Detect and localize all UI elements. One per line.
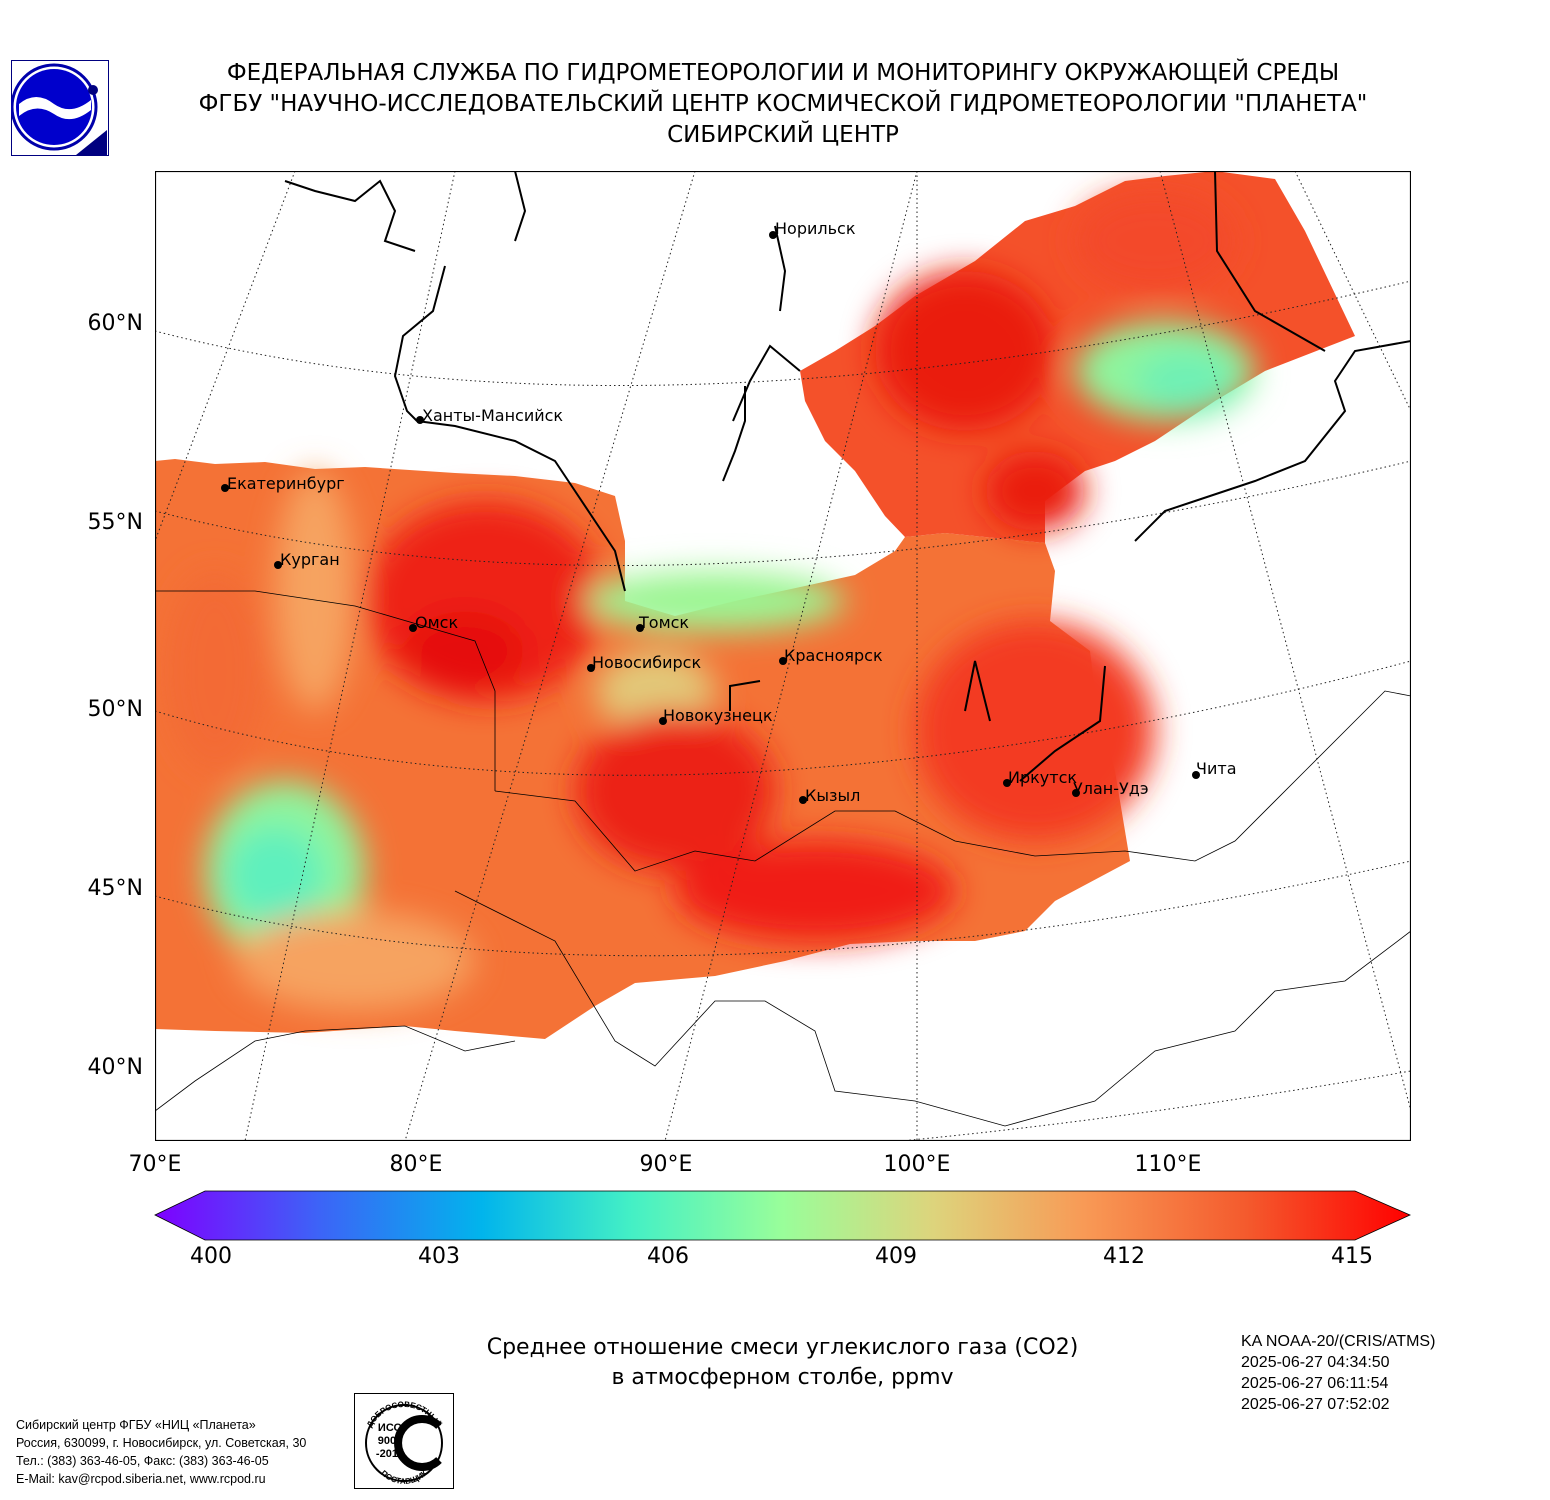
lat-label-45: 45°N [87,876,143,901]
chart-title-line-1: Среднее отношение смеси углекислого газа… [486,1335,1079,1360]
footer-phone: Тел.: (383) 363-46-05, Факс: (383) 363-4… [16,1454,269,1468]
lat-label-55: 55°N [87,510,143,535]
city-kyzyl: Кызыл [799,786,860,805]
footer-org: Сибирский центр ФГБУ «НИЦ «Планета» [16,1418,256,1432]
city-krasnoyarsk: Красноярск [779,646,883,665]
header-line-3: СИБИРСКИЙ ЦЕНТР [667,122,899,148]
city-omsk: Омск [409,613,458,632]
svg-text:-2015: -2015 [376,1448,404,1460]
chart-title-line-2: в атмосферном столбе, ppmv [611,1365,954,1390]
svg-text:Улан-Удэ: Улан-Удэ [1073,779,1149,798]
svg-text:Иркутск: Иркутск [1008,768,1077,787]
borders [155,590,1411,1127]
svg-text:Новокузнецк: Новокузнецк [663,706,773,725]
cities: Норильск Ханты-Мансийск Екатеринбург Кур… [221,219,1237,805]
svg-text:ИСО: ИСО [378,1422,403,1434]
svg-text:Чита: Чита [1196,759,1237,778]
coastlines [284,171,1411,782]
lon-label-80: 80°E [389,1152,443,1177]
city-novosibirsk: Новосибирск [587,653,701,672]
iso-certification-stamp: ДОБРОСОВЕСТНЫЙ ПОСТАВЩИК ИСО 9001 -2015 [354,1393,454,1489]
city-yekaterinburg: Екатеринбург [221,474,345,493]
city-kurgan: Курган [274,550,340,569]
satellite-info: KA NOAA-20/(CRIS/ATMS) 2025-06-27 04:34:… [1241,1331,1435,1415]
city-novokuznetsk: Новокузнецк [659,706,773,725]
chart-title: Среднее отношение смеси углекислого газа… [0,1333,1550,1393]
svg-text:Курган: Курган [280,550,340,569]
lon-label-70: 70°E [128,1152,182,1177]
pass-time-2: 2025-06-27 06:11:54 [1241,1375,1389,1392]
lon-label-100: 100°E [883,1152,951,1177]
colorbar [154,1190,1411,1241]
header-line-1: ФЕДЕРАЛЬНАЯ СЛУЖБА ПО ГИДРОМЕТЕОРОЛОГИИ … [226,60,1340,86]
city-khanty-mansiysk: Ханты-Мансийск [416,406,563,425]
svg-text:Норильск: Норильск [775,219,856,238]
pass-time-3: 2025-06-27 07:52:02 [1241,1396,1390,1413]
co2-map: Норильск Ханты-Мансийск Екатеринбург Кур… [155,171,1411,1141]
footer-email: E-Mail: kav@rcpod.siberia.net, www.rcpod… [16,1472,266,1486]
lon-label-110: 110°E [1134,1152,1202,1177]
graticule [155,171,1411,1141]
lon-label-90: 90°E [639,1152,693,1177]
svg-text:Ханты-Мансийск: Ханты-Мансийск [422,406,563,425]
pass-time-1: 2025-06-27 04:34:50 [1241,1354,1390,1371]
city-ulan-ude: Улан-Удэ [1072,779,1149,798]
footer-contacts: Сибирский центр ФГБУ «НИЦ «Планета» Росс… [16,1416,306,1488]
header-line-2: ФГБУ "НАУЧНО-ИССЛЕДОВАТЕЛЬСКИЙ ЦЕНТР КОС… [198,91,1368,117]
city-norilsk: Норильск [769,219,856,239]
svg-text:Новосибирск: Новосибирск [592,653,701,672]
header: ФЕДЕРАЛЬНАЯ СЛУЖБА ПО ГИДРОМЕТЕОРОЛОГИИ … [0,58,1550,151]
footer-address: Россия, 630099, г. Новосибирск, ул. Сове… [16,1436,307,1450]
svg-text:Томск: Томск [638,613,689,632]
planeta-logo [11,60,109,156]
colorbar-tick-412: 412 [1103,1244,1145,1269]
colorbar-tick-415: 415 [1331,1244,1373,1269]
city-chita: Чита [1192,759,1237,779]
svg-text:Красноярск: Красноярск [784,646,883,665]
satellite-name: KA NOAA-20/(CRIS/ATMS) [1241,1333,1436,1350]
lat-label-40: 40°N [87,1055,143,1080]
city-tomsk: Томск [636,613,689,632]
colorbar-tick-406: 406 [647,1244,689,1269]
lat-label-60: 60°N [87,311,143,336]
svg-text:Кызыл: Кызыл [805,786,860,805]
city-irkutsk: Иркутск [1003,768,1077,787]
colorbar-tick-400: 400 [190,1244,232,1269]
svg-text:Омск: Омск [415,613,458,632]
colorbar-bar [154,1190,1411,1241]
svg-text:Екатеринбург: Екатеринбург [227,474,345,493]
lat-label-50: 50°N [87,697,143,722]
colorbar-tick-403: 403 [418,1244,460,1269]
svg-text:9001: 9001 [378,1435,402,1447]
map-frame [155,171,1411,1141]
colorbar-tick-409: 409 [875,1244,917,1269]
